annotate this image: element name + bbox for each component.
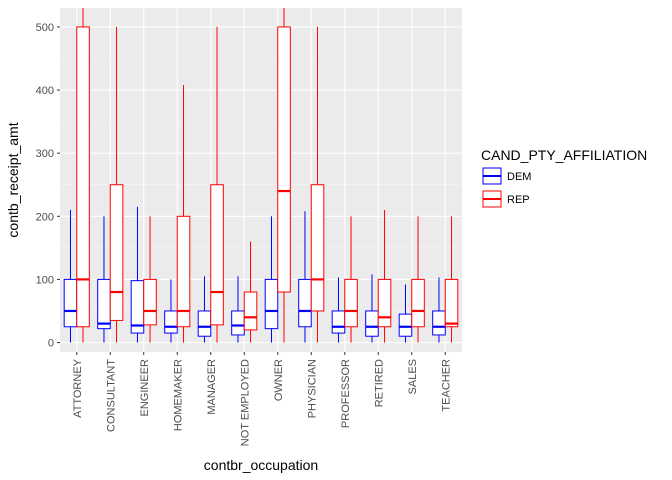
box-rep xyxy=(210,26,224,343)
box-dem xyxy=(298,211,312,343)
box-rep xyxy=(176,85,191,343)
box-body xyxy=(243,291,258,331)
box-body xyxy=(444,278,459,328)
box-body xyxy=(264,278,279,330)
x-tick-label: RETIRED xyxy=(373,359,385,407)
x-axis: ATTORNEY CONSULTANT ENGINEER HOMEMAKER MANAG… xyxy=(72,352,452,446)
legend-title: CAND_PTY_AFFILIATION xyxy=(481,147,647,163)
box-rep xyxy=(143,216,157,343)
x-tick-label: HOMEMAKER xyxy=(172,359,184,431)
box-dem xyxy=(398,284,413,343)
box-rep xyxy=(277,8,291,343)
y-tick-label: 300 xyxy=(36,148,54,160)
x-tick-label: SALES xyxy=(407,359,419,394)
y-tick-label: 100 xyxy=(36,274,54,286)
box-body xyxy=(176,215,191,328)
y-tick-label: 0 xyxy=(48,338,54,350)
x-axis-title: contbr_occupation xyxy=(204,457,318,473)
box-body xyxy=(365,310,379,337)
x-tick-label: ATTORNEY xyxy=(72,358,84,418)
box-body xyxy=(277,26,291,293)
box-rep xyxy=(76,8,90,343)
x-tick-label: ENGINEER xyxy=(139,359,151,417)
x-tick-label: NOT EMPLOYED xyxy=(239,359,251,446)
box-rep xyxy=(411,216,425,343)
y-axis: 0 100 200 300 400 500 xyxy=(36,22,60,350)
x-tick-label: CONSULTANT xyxy=(105,359,117,432)
box-rep xyxy=(344,216,358,343)
y-tick-label: 500 xyxy=(36,22,54,34)
box-dem xyxy=(432,277,446,343)
box-body xyxy=(411,278,425,328)
box-body xyxy=(344,278,358,328)
box-body xyxy=(63,278,78,328)
box-body xyxy=(432,310,446,336)
panel-background xyxy=(60,8,462,352)
legend-label-dem: DEM xyxy=(507,171,531,183)
x-tick-label: TEACHER xyxy=(440,359,452,412)
box-body xyxy=(377,278,392,328)
box-rep xyxy=(243,241,258,343)
legend-label-rep: REP xyxy=(507,194,530,206)
x-tick-label: PHYSICIAN xyxy=(306,359,318,418)
box-body xyxy=(331,310,346,334)
box-body xyxy=(197,310,212,337)
box-body xyxy=(398,313,413,337)
y-axis-title: contb_receipt_amt xyxy=(5,122,21,237)
y-tick-label: 200 xyxy=(36,211,54,223)
box-body xyxy=(210,184,224,326)
box-body xyxy=(143,278,157,326)
box-rep xyxy=(444,216,459,343)
box-dem xyxy=(63,209,78,343)
legend: CAND_PTY_AFFILIATION DEM REP xyxy=(481,147,647,208)
box-body xyxy=(298,278,312,328)
box-body xyxy=(97,278,111,330)
box-rep xyxy=(377,209,392,343)
box-body xyxy=(109,184,124,321)
box-body xyxy=(164,310,178,334)
box-groups xyxy=(63,8,459,343)
x-tick-label: PROFESSOR xyxy=(340,359,352,428)
x-tick-label: OWNER xyxy=(273,359,285,401)
box-rep xyxy=(310,26,325,343)
box-body xyxy=(76,26,90,328)
box-body xyxy=(310,184,325,312)
box-dem xyxy=(264,216,279,343)
box-rep xyxy=(109,26,124,343)
x-tick-label: MANAGER xyxy=(206,359,218,415)
y-tick-label: 400 xyxy=(36,85,54,97)
box-body xyxy=(231,310,245,336)
